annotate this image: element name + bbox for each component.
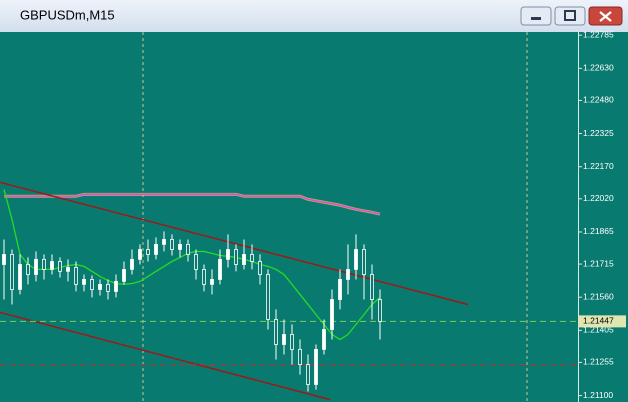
plot: 1.22785 1.22630 1.22480 1.22325 1.22170 1.220… [0,29,626,401]
candle-body [18,264,22,290]
maximize-button[interactable] [554,6,586,26]
candle-body [74,267,78,285]
y-tick-label: 1.21255 [583,357,614,367]
candle-body [130,258,134,270]
candle-body [114,280,118,292]
y-tick-label: 1.21100 [583,390,613,400]
candle-body [98,283,102,290]
candle-body [178,243,182,250]
price-label-box [578,315,626,328]
y-tick-label: 1.21865 [583,226,614,236]
candle-body [306,364,310,385]
candle-body [370,274,374,300]
candle-body [226,249,230,260]
window-title: GBPUSDm,M15 [20,7,115,22]
candle-body [234,249,238,265]
candle-body [90,279,94,290]
candle-body [106,283,110,292]
candle-body [346,268,350,280]
trend-line [0,311,331,401]
y-tick-label: 1.22480 [583,95,614,105]
candle-body [274,319,278,345]
candle-body [154,243,158,255]
y-tick-label: 1.22325 [583,128,614,138]
y-tick-label: 1.22630 [583,63,614,73]
trend-line [0,181,469,306]
candle-body [194,254,198,270]
candle-body [146,249,150,255]
chart-area [0,32,628,402]
candle-body [66,267,70,272]
candle-body [218,258,222,280]
candle-body [258,261,262,275]
candle-body [378,299,382,322]
candle-body [162,239,166,245]
candle-body [82,279,86,285]
candle-body [266,274,270,320]
candle-body [50,261,54,270]
candle-body [10,254,14,290]
moving-average [3,189,381,341]
candle-body [186,243,190,255]
candle-body [26,264,30,275]
y-tick-label: 1.21715 [583,258,614,268]
y-tick-label: 1.21560 [583,291,614,301]
window-buttons[interactable] [520,6,623,26]
candle-body [322,329,326,350]
candle-body [170,239,174,250]
candle-body [282,334,286,345]
close-icon [599,11,612,22]
y-tick-label: 1.22170 [583,161,614,171]
candle-body [330,299,334,330]
price-label: 1.21447 [583,316,614,326]
y-tick-label: 1.22785 [583,29,614,39]
minimize-button[interactable] [520,6,552,26]
candle-body [250,254,254,262]
candle-body [354,249,358,270]
candle-body [138,249,142,260]
candle-body [202,268,206,285]
candle-body [242,254,246,265]
candle-body [338,279,342,300]
maximize-icon [564,10,576,21]
candle-body [298,348,302,365]
moving-average [4,193,381,215]
candle-body [314,348,318,385]
candle-body [290,334,294,350]
y-tick-label: 1.21405 [583,325,614,335]
candle-body [34,258,38,275]
minimize-icon [531,17,541,20]
candle-body [210,279,214,285]
candle-body [42,258,46,270]
y-tick-label: 1.22020 [583,193,614,203]
candle-body [362,249,366,275]
candle-body [122,268,126,282]
candle-body [2,254,6,265]
candle-body [58,261,62,272]
